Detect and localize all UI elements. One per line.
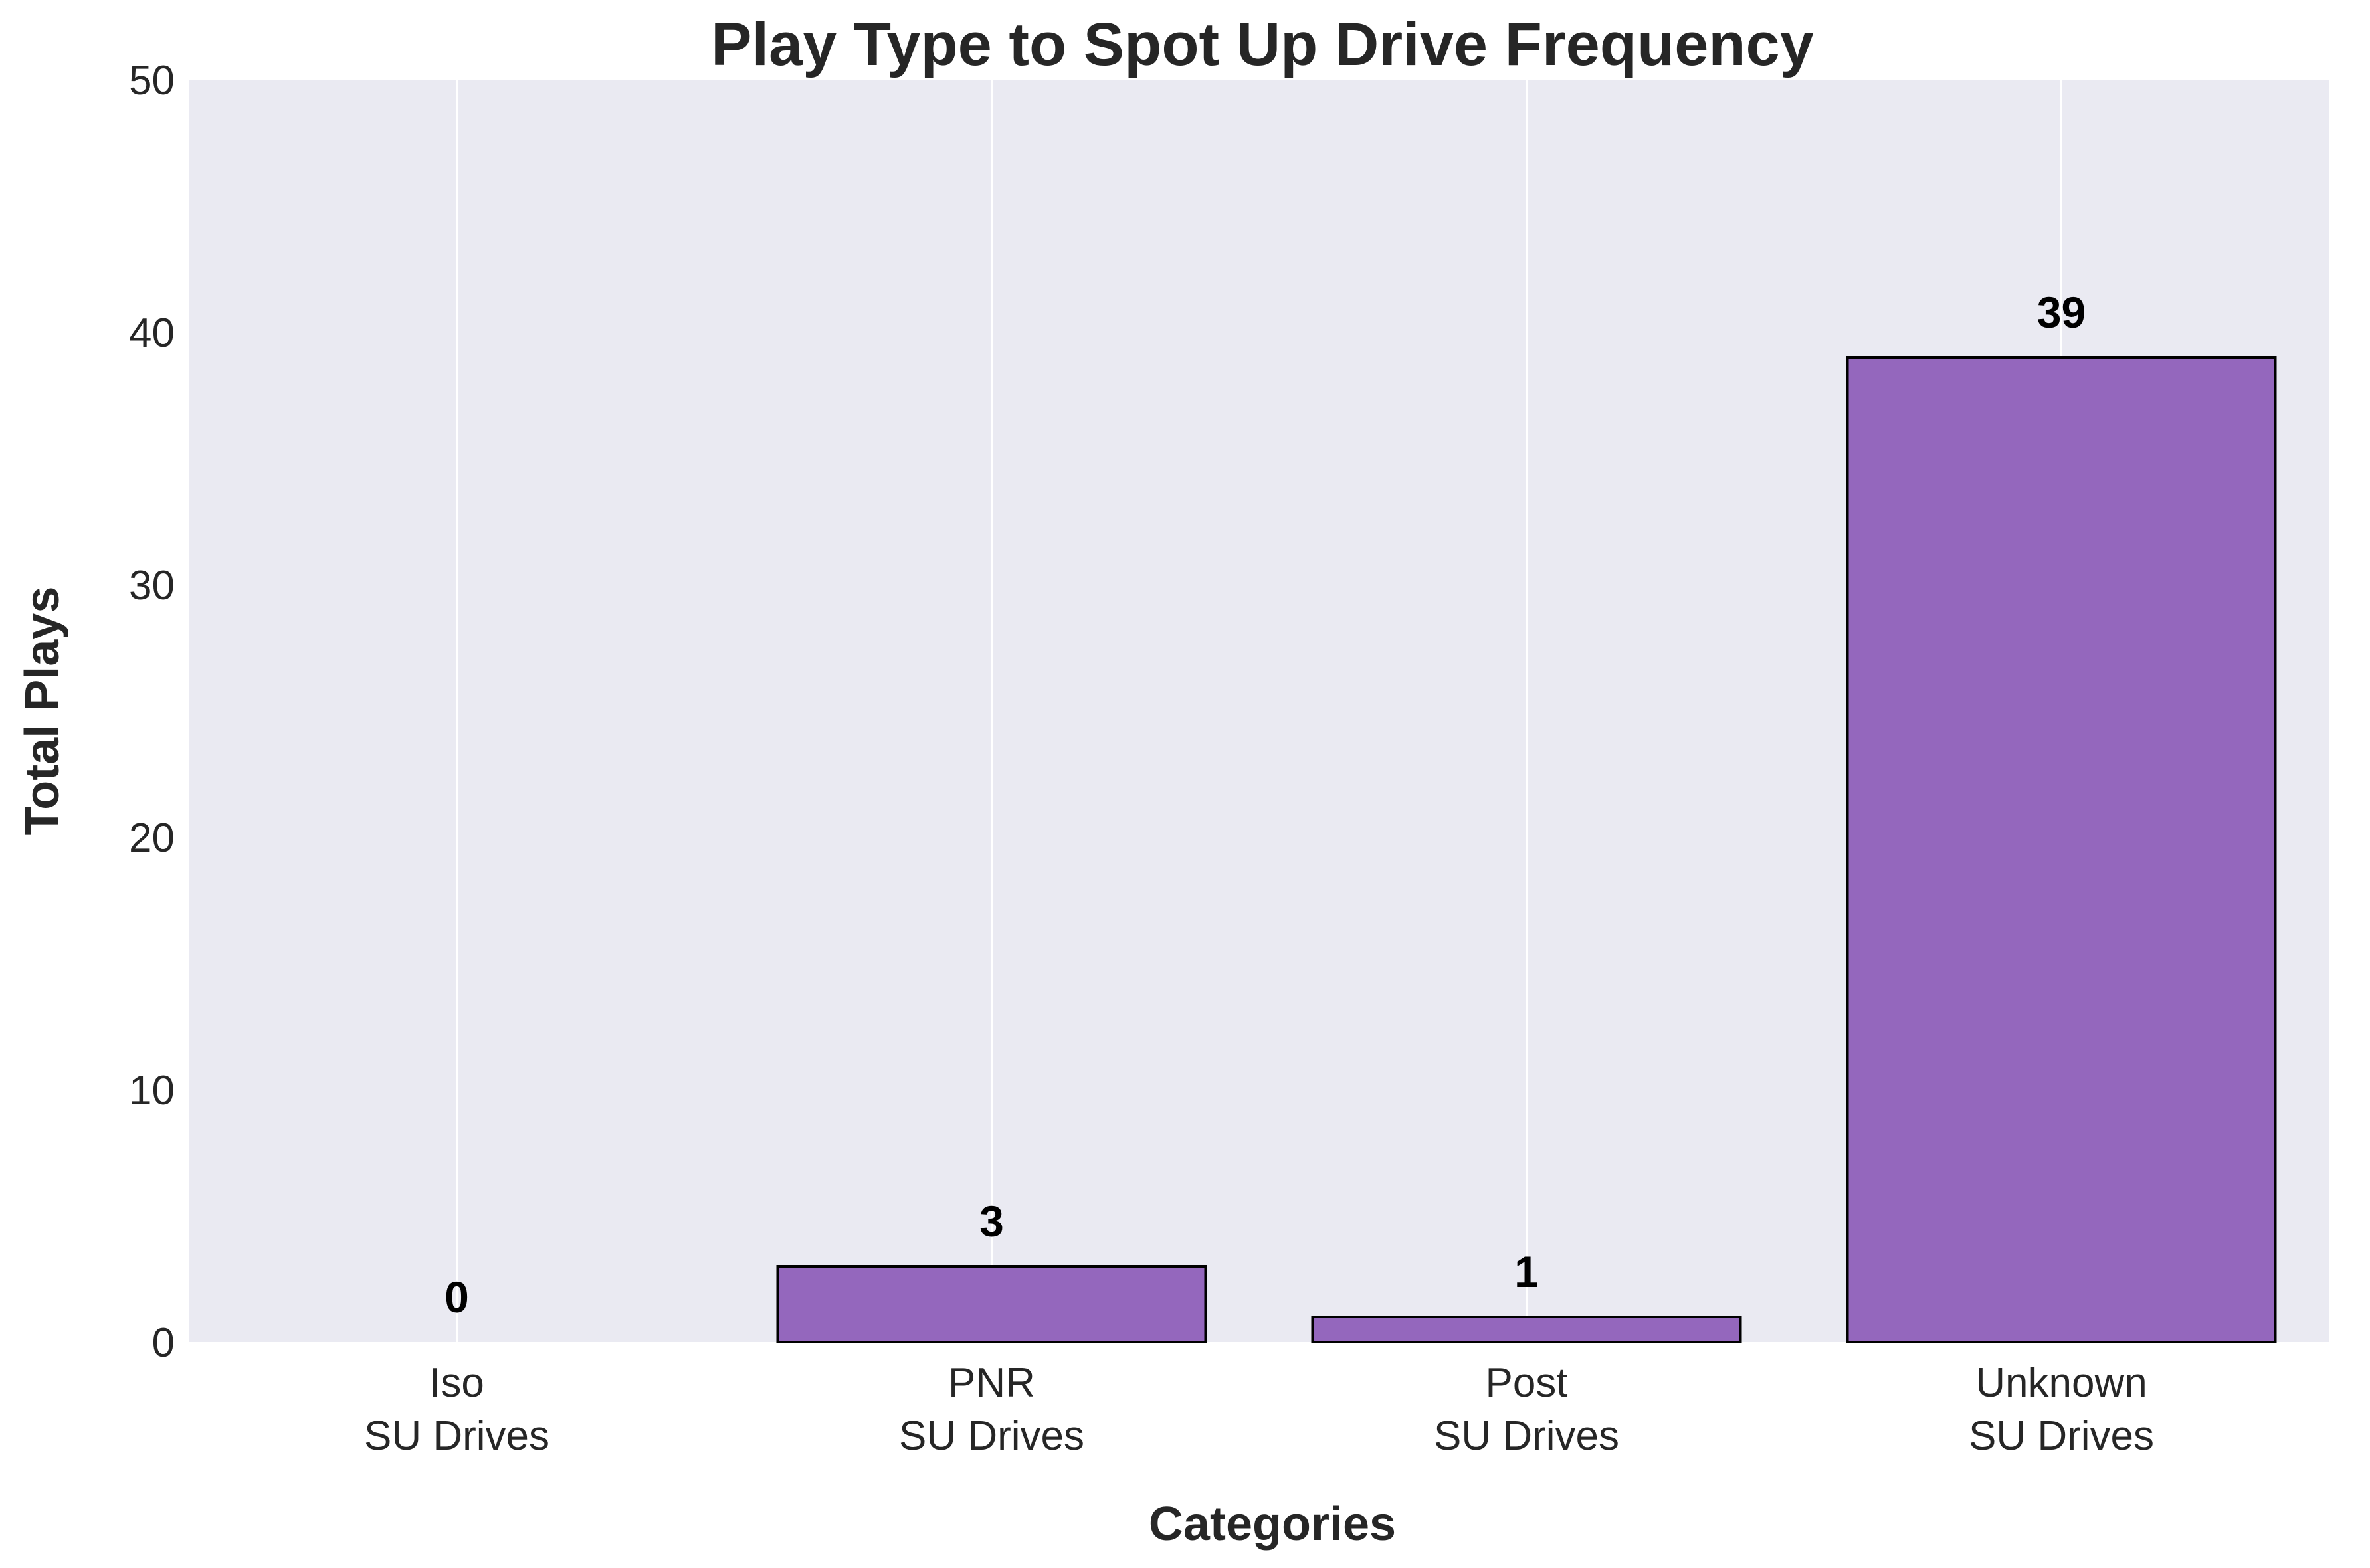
- y-tick-label: 50: [129, 58, 175, 104]
- y-axis-ticks: 0 10 20 30 40 50: [129, 58, 175, 1366]
- x-tick-label-line: SU Drives: [1969, 1413, 2154, 1459]
- x-tick-label-line: Iso: [429, 1360, 484, 1406]
- y-tick-label: 10: [129, 1068, 175, 1114]
- y-tick-label: 30: [129, 563, 175, 609]
- y-tick-label: 20: [129, 815, 175, 861]
- bar: [776, 1265, 1207, 1343]
- y-axis-label: Total Plays: [16, 587, 69, 836]
- bars: [776, 356, 2277, 1343]
- x-tick-label-line: SU Drives: [1434, 1413, 1619, 1459]
- chart-title: Play Type to Spot Up Drive Frequency: [711, 11, 1814, 78]
- x-tick-label: Iso SU Drives: [364, 1360, 549, 1459]
- x-tick-label: Post SU Drives: [1434, 1360, 1619, 1459]
- bar-value-label: 39: [2037, 288, 2086, 337]
- x-tick-label-line: SU Drives: [899, 1413, 1084, 1459]
- x-tick-label: PNR SU Drives: [899, 1360, 1084, 1459]
- x-axis-label: Categories: [1149, 1498, 1396, 1551]
- bar-value-label: 3: [979, 1197, 1004, 1246]
- y-tick-label: 0: [152, 1320, 175, 1366]
- bar: [1846, 356, 2277, 1343]
- bar-value-label: 1: [1514, 1247, 1539, 1296]
- x-tick-label-line: PNR: [948, 1360, 1035, 1406]
- x-tick-label-line: Post: [1485, 1360, 1567, 1406]
- x-tick-label-line: Unknown: [1975, 1360, 2147, 1406]
- bar: [1311, 1316, 1742, 1343]
- x-tick-label: Unknown SU Drives: [1969, 1360, 2154, 1459]
- y-tick-label: 40: [129, 310, 175, 356]
- bar-value-label: 0: [444, 1272, 469, 1322]
- data-labels: 0 3 1 39: [444, 288, 2086, 1322]
- x-tick-label-line: SU Drives: [364, 1413, 549, 1459]
